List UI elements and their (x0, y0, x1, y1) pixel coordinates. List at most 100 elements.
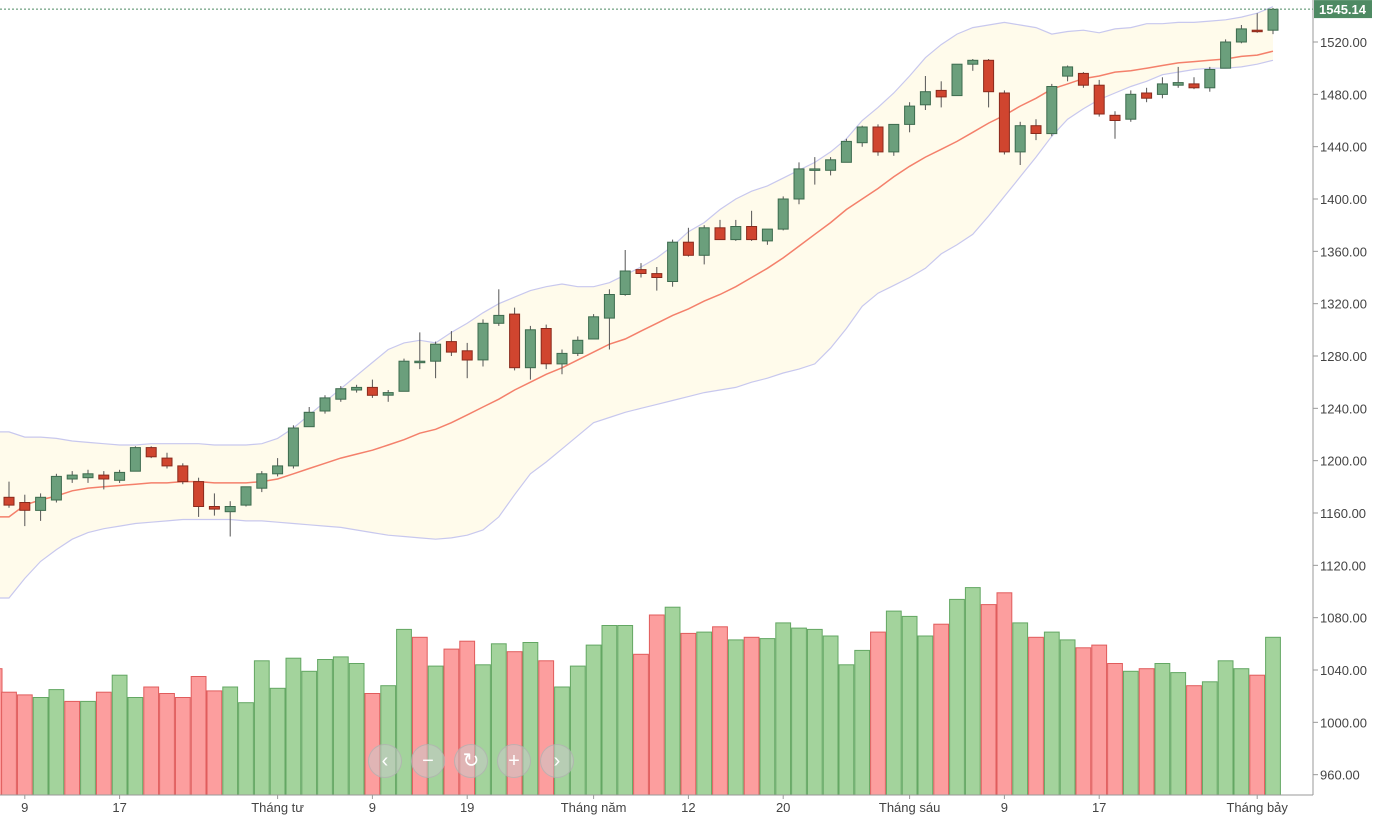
candle (872, 124, 884, 156)
volume-bar (1201, 681, 1218, 796)
candle-body (603, 294, 615, 319)
y-tick-label: 1120.00 (1320, 558, 1366, 573)
candle-body (1109, 114, 1121, 122)
candle (825, 157, 837, 176)
candle (430, 341, 442, 379)
candle (998, 90, 1010, 155)
candle-body (82, 473, 94, 479)
minus-icon: − (422, 750, 434, 772)
volume-bar (569, 665, 586, 796)
candle (1267, 8, 1279, 35)
candle (272, 458, 284, 477)
candle-body (256, 473, 268, 489)
volume-bar (1107, 663, 1123, 796)
zoom-out-button[interactable]: − (411, 744, 445, 778)
volume-bar (269, 687, 286, 796)
volume-bar (933, 623, 950, 796)
upper-band-line (0, 6, 1274, 446)
candle (1156, 77, 1168, 99)
volume-bar (206, 690, 223, 796)
scroll-left-button[interactable]: ‹ (368, 744, 402, 778)
plus-icon: + (508, 750, 520, 772)
volume-bar (190, 676, 207, 796)
volume-bar (727, 639, 744, 796)
candle (493, 289, 505, 326)
candle (983, 59, 995, 108)
candle-body (430, 343, 442, 362)
volume-bar (996, 592, 1013, 796)
volume-bar (1249, 674, 1266, 796)
candle (935, 81, 947, 108)
candle (572, 336, 584, 356)
y-tick-label: 1520.00 (1320, 35, 1367, 50)
volume-bar (16, 694, 33, 796)
candle (1141, 87, 1153, 103)
scroll-right-button[interactable]: › (540, 744, 574, 778)
candle (414, 332, 426, 370)
volume-bar (775, 622, 792, 796)
candle (208, 493, 220, 516)
candle (588, 314, 600, 340)
candle-body (224, 506, 236, 513)
candle-body (145, 447, 157, 458)
volume-bar (822, 635, 839, 796)
candle-body (619, 270, 631, 295)
volume-bars (0, 587, 1281, 796)
candle-body (398, 360, 410, 392)
volume-bar (1217, 660, 1234, 796)
candle-body (540, 328, 552, 365)
candle-body (872, 126, 884, 153)
candle (19, 494, 31, 527)
candle (1093, 79, 1105, 117)
candle-body (477, 322, 489, 361)
x-tick-label: 17 (1092, 800, 1106, 815)
volume-bar (32, 697, 49, 796)
candle-body (66, 474, 78, 480)
candle (1014, 121, 1026, 165)
volume-bar (1075, 647, 1092, 796)
volume-bar (648, 614, 665, 796)
candlesticks (3, 8, 1279, 537)
candle (382, 390, 394, 402)
volume-bar (348, 663, 365, 796)
candle (1220, 39, 1232, 69)
y-tick-label: 1280.00 (1320, 349, 1367, 364)
candle-body (35, 496, 47, 511)
volume-bar (696, 631, 713, 796)
volume-bar (964, 587, 981, 796)
candle-body (1093, 84, 1105, 115)
candle-body (1156, 83, 1168, 95)
volume-bar (870, 631, 886, 796)
candle (1172, 66, 1184, 88)
candle-body (303, 411, 315, 428)
y-tick-label: 1000.00 (1320, 715, 1367, 730)
volume-bar (1265, 636, 1281, 796)
candle (50, 473, 62, 503)
x-tick-label: Tháng bảy (1226, 800, 1288, 815)
candle (682, 227, 694, 257)
volume-bar (443, 648, 460, 796)
candle (667, 239, 679, 287)
candle-body (161, 457, 173, 467)
candle (635, 263, 647, 278)
candle (1188, 77, 1200, 90)
volume-bar (317, 659, 333, 796)
volume-bar (901, 615, 918, 796)
volume-bar (617, 625, 634, 796)
candle-body (114, 471, 126, 481)
y-tick-label: 1240.00 (1320, 401, 1367, 416)
candle-body (335, 388, 347, 400)
candle (777, 196, 789, 231)
x-tick-label: 9 (1001, 800, 1008, 815)
volume-bar (743, 636, 760, 796)
candle (3, 481, 15, 508)
volume-bar (80, 700, 96, 796)
y-tick-label: 1360.00 (1320, 244, 1367, 259)
zoom-in-button[interactable]: + (497, 744, 531, 778)
reset-zoom-button[interactable]: ↻ (454, 744, 488, 778)
volume-bar (253, 660, 270, 796)
volume-bar (1043, 631, 1060, 796)
band-fill-left-edge (0, 431, 9, 598)
volume-bar (222, 686, 239, 796)
volume-bar (980, 604, 997, 796)
